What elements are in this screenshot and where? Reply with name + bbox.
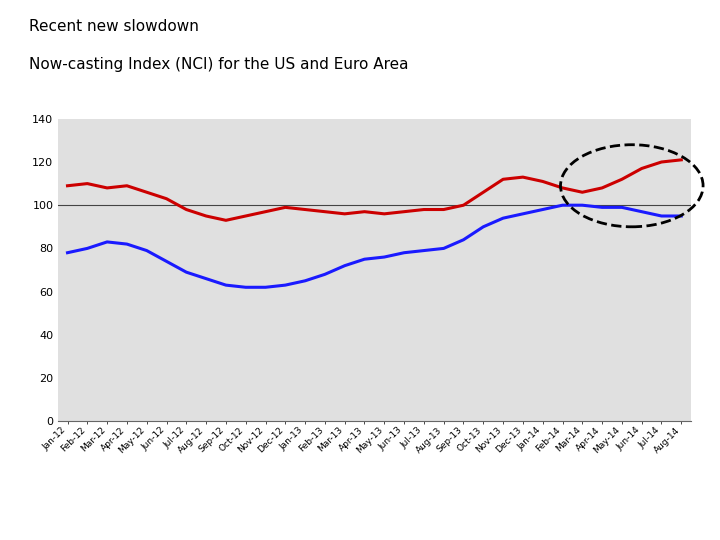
Text: Recent new slowdown: Recent new slowdown (29, 19, 199, 34)
Text: Now-casting Index (NCI) for the US and Euro Area: Now-casting Index (NCI) for the US and E… (29, 57, 408, 72)
